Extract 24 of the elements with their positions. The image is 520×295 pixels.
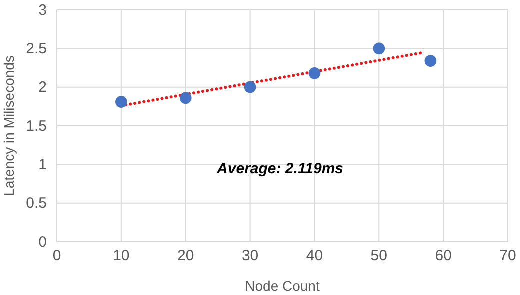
x-tick-label: 10: [113, 248, 130, 265]
x-tick-label: 70: [500, 248, 516, 265]
x-axis-title: Node Count: [245, 278, 320, 294]
x-tick-label: 40: [306, 248, 324, 265]
y-tick-label: 0: [38, 234, 47, 251]
x-tick-label: 60: [435, 248, 452, 265]
y-tick-label: 1: [38, 156, 47, 174]
x-tick-label: 20: [178, 248, 194, 265]
x-tick-label: 0: [52, 248, 62, 265]
point: [244, 81, 256, 94]
y-tick-label: 0.5: [26, 195, 47, 212]
point: [373, 42, 386, 55]
point: [308, 68, 321, 80]
y-tick-label: 1.5: [26, 118, 47, 135]
x-tick-label: 30: [242, 248, 259, 265]
y-axis-title: Latency in Miliseconds: [1, 56, 17, 196]
y-tick-label: 2.5: [26, 40, 47, 58]
y-tick-label: 3: [38, 2, 47, 19]
point: [180, 92, 192, 104]
y-tick-label: 2: [38, 79, 47, 96]
annotation: Average: 2.119ms: [216, 160, 344, 178]
x-tick-label: 50: [370, 248, 388, 265]
point: [424, 55, 437, 67]
point: [116, 96, 128, 108]
